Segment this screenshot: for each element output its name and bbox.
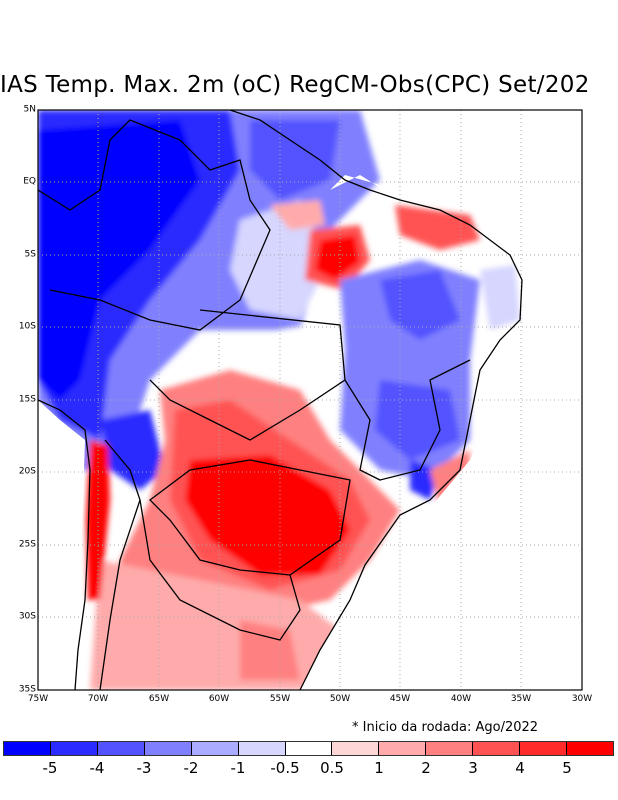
colorbar-swatch bbox=[4, 742, 51, 755]
lat-label: 15S bbox=[18, 394, 36, 405]
colorbar-label: 4 bbox=[515, 759, 525, 777]
lon-label: 60W bbox=[208, 694, 230, 704]
colorbar-swatch bbox=[50, 742, 98, 755]
lon-label: 40W bbox=[450, 694, 472, 704]
colorbar-swatch bbox=[144, 742, 192, 755]
run-start-note: * Inicio da rodada: Ago/2022 bbox=[352, 720, 539, 735]
lon-label: 35W bbox=[510, 694, 532, 704]
lon-label: 65W bbox=[148, 694, 170, 704]
colorbar-swatch bbox=[97, 742, 145, 755]
colorbar-swatch bbox=[332, 742, 380, 755]
colorbar-swatch bbox=[285, 742, 333, 755]
lon-label: 50W bbox=[329, 694, 351, 704]
coastlines bbox=[38, 110, 523, 690]
colorbar-label: 5 bbox=[562, 759, 572, 777]
lat-label: 5S bbox=[24, 249, 36, 260]
colorbar-label: -4 bbox=[89, 759, 105, 777]
lon-label: 75W bbox=[27, 694, 49, 704]
lon-label: 30W bbox=[571, 694, 593, 704]
colorbar-swatch bbox=[567, 742, 613, 755]
colorbar-swatch bbox=[426, 742, 474, 755]
lat-label: 10S bbox=[18, 321, 36, 332]
lat-label: 25S bbox=[18, 539, 36, 550]
plot-title: IAS Temp. Max. 2m (oC) RegCM-Obs(CPC) Se… bbox=[0, 72, 590, 98]
colorbar-label: -1 bbox=[230, 759, 246, 777]
colorbar-swatch bbox=[191, 742, 239, 755]
colorbar-label: -5 bbox=[42, 759, 58, 777]
colorbar-label: -3 bbox=[136, 759, 152, 777]
lon-label: 70W bbox=[87, 694, 109, 704]
colorbar-label: 1 bbox=[374, 759, 384, 777]
lat-label: 35S bbox=[18, 684, 36, 695]
colorbar-label: -0.5 bbox=[270, 759, 300, 777]
colorbar-label: -2 bbox=[183, 759, 199, 777]
colorbar-swatch bbox=[238, 742, 286, 755]
colorbar-label: 2 bbox=[421, 759, 431, 777]
colorbar bbox=[3, 741, 614, 756]
colorbar-label: 3 bbox=[468, 759, 478, 777]
colorbar-swatch bbox=[473, 742, 521, 755]
colorbar-swatch bbox=[520, 742, 568, 755]
lon-label: 45W bbox=[389, 694, 411, 704]
anomaly-field bbox=[38, 110, 582, 690]
colorbar-swatch bbox=[379, 742, 427, 755]
lat-label: EQ bbox=[23, 176, 36, 187]
lat-label: 20S bbox=[18, 466, 36, 477]
lat-label: 5N bbox=[23, 104, 36, 115]
lon-label: 55W bbox=[269, 694, 291, 704]
lat-label: 30S bbox=[18, 611, 36, 622]
colorbar-label: 0.5 bbox=[320, 759, 344, 777]
plot-frame bbox=[37, 109, 583, 691]
